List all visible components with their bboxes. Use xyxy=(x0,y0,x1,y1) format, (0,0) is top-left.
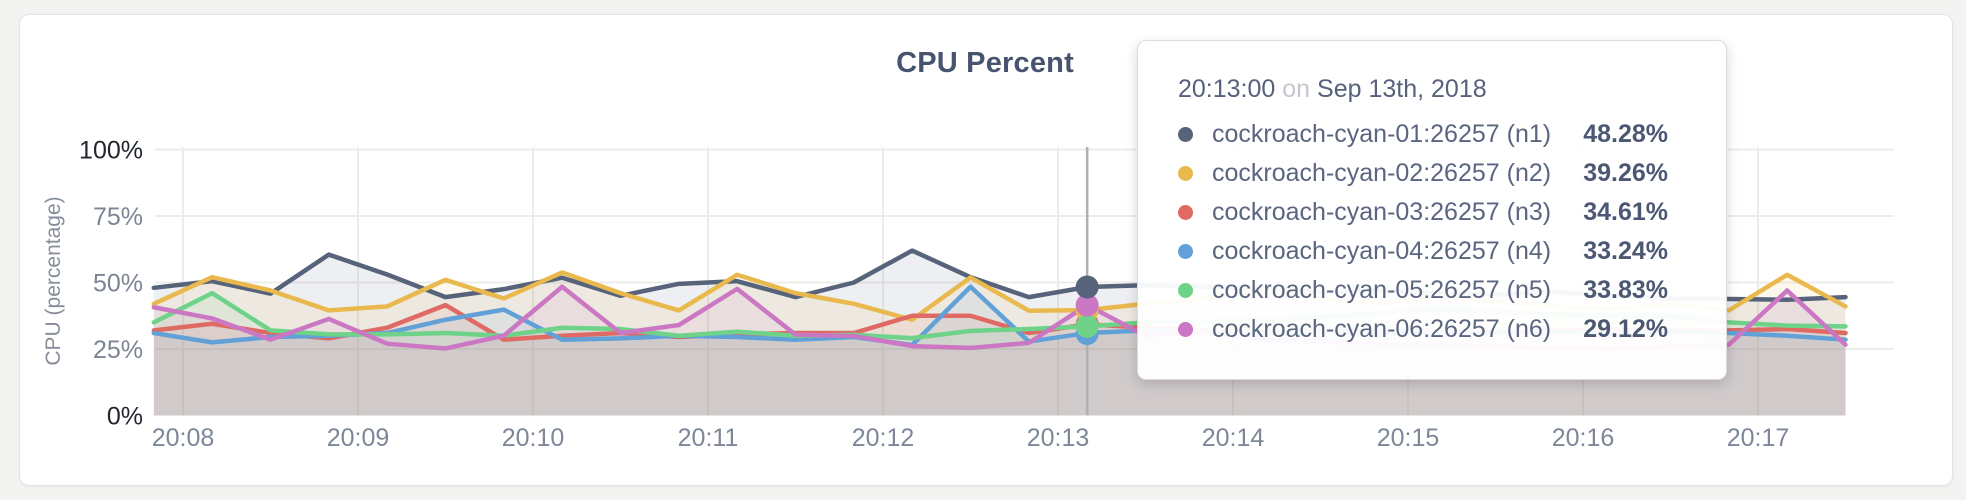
tooltip-series-label: cockroach-cyan-04:26257 (n4) xyxy=(1212,237,1552,265)
series-color-dot-icon xyxy=(1178,166,1193,181)
tooltip-series-label: cockroach-cyan-05:26257 (n5) xyxy=(1212,276,1552,304)
series-area-n6 xyxy=(153,286,1846,416)
tooltip-series-label: cockroach-cyan-02:26257 (n2) xyxy=(1212,159,1552,187)
series-color-dot-icon xyxy=(1178,322,1193,337)
x-axis-tick-label: 20:13 xyxy=(1027,424,1090,452)
x-axis-tick-label: 20:15 xyxy=(1377,424,1440,452)
tooltip-series-label: cockroach-cyan-01:26257 (n1) xyxy=(1212,120,1552,148)
tooltip-series-value: 33.24% xyxy=(1583,237,1668,265)
x-axis-tick-label: 20:17 xyxy=(1727,424,1790,452)
tooltip-series-value: 33.83% xyxy=(1583,276,1668,304)
hover-tooltip: 20:13:00 on Sep 13th, 2018 cockroach-cya… xyxy=(1137,40,1727,380)
tooltip-row: cockroach-cyan-01:26257 (n1) 48.28% xyxy=(1178,115,1668,154)
series-color-dot-icon xyxy=(1178,244,1193,259)
tooltip-header: 20:13:00 on Sep 13th, 2018 xyxy=(1178,74,1668,104)
tooltip-series-label: cockroach-cyan-06:26257 (n6) xyxy=(1212,315,1552,343)
y-axis-tick-label: 75% xyxy=(93,203,143,231)
y-axis-tick-label: 50% xyxy=(93,270,143,298)
tooltip-series-value: 48.28% xyxy=(1583,120,1668,148)
tooltip-row: cockroach-cyan-02:26257 (n2) 39.26% xyxy=(1178,154,1668,193)
x-axis-tick-label: 20:08 xyxy=(152,424,215,452)
tooltip-series-label: cockroach-cyan-03:26257 (n3) xyxy=(1212,198,1552,226)
y-axis-tick-label: 25% xyxy=(93,336,143,364)
series-color-dot-icon xyxy=(1178,127,1193,142)
tooltip-conjunction: on xyxy=(1282,75,1311,103)
tooltip-series-value: 34.61% xyxy=(1583,198,1668,226)
chart-title: CPU Percent xyxy=(896,47,1074,79)
tooltip-row: cockroach-cyan-06:26257 (n6) 29.12% xyxy=(1178,310,1668,349)
y-axis-tick-label: 0% xyxy=(107,403,143,431)
y-axis-tick-label: 100% xyxy=(79,137,143,165)
y-axis-title: CPU (percentage) xyxy=(42,196,65,365)
tooltip-row: cockroach-cyan-03:26257 (n3) 34.61% xyxy=(1178,193,1668,232)
tooltip-row: cockroach-cyan-05:26257 (n5) 33.83% xyxy=(1178,271,1668,310)
series-color-dot-icon xyxy=(1178,205,1193,220)
x-axis-tick-label: 20:14 xyxy=(1202,424,1265,452)
hover-dot-n5 xyxy=(1075,314,1099,338)
x-axis-tick-label: 20:11 xyxy=(678,424,739,452)
tooltip-date: Sep 13th, 2018 xyxy=(1317,75,1487,103)
hover-dot-n1 xyxy=(1075,275,1099,299)
series-area-n4 xyxy=(153,286,1846,416)
tooltip-time: 20:13:00 xyxy=(1178,75,1276,103)
tooltip-legend-rows: cockroach-cyan-01:26257 (n1) 48.28% cockro… xyxy=(1178,115,1668,349)
tooltip-series-value: 29.12% xyxy=(1583,315,1668,343)
series-color-dot-icon xyxy=(1178,283,1193,298)
hover-dot-n6 xyxy=(1075,293,1099,317)
x-axis-tick-label: 20:16 xyxy=(1552,424,1615,452)
x-axis-tick-label: 20:09 xyxy=(327,424,390,452)
x-axis-tick-label: 20:12 xyxy=(852,424,915,452)
x-axis-tick-label: 20:10 xyxy=(502,424,565,452)
tooltip-row: cockroach-cyan-04:26257 (n4) 33.24% xyxy=(1178,232,1668,271)
tooltip-series-value: 39.26% xyxy=(1583,159,1668,187)
